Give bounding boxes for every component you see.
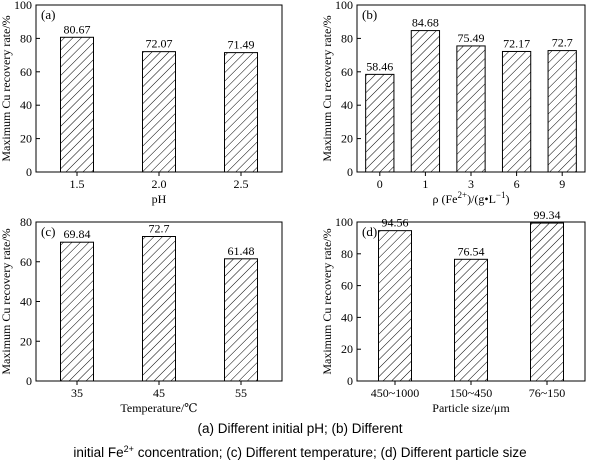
- x-tick-label: 150~450: [450, 386, 493, 400]
- panel-3: (c) 0 20 40 60 80 Maximum Cu recovery rate/% 69…: [0, 215, 283, 415]
- bar-value-label: 84.68: [412, 16, 439, 30]
- x-tick-label: 76~150: [529, 386, 566, 400]
- y-tick-label: 0: [347, 165, 353, 179]
- y-axis-label: Maximum Cu recovery rate/%: [320, 228, 334, 374]
- y-tick-label: 80: [341, 247, 353, 261]
- x-tick-label: 1: [422, 177, 428, 191]
- bar: [378, 230, 412, 382]
- x-tick-label: 1.5: [70, 177, 85, 191]
- bar-value-label: 69.84: [64, 227, 91, 241]
- x-tick-label: 3: [468, 177, 474, 191]
- y-tick-label: 80: [341, 31, 353, 45]
- y-tick-label: 0: [26, 374, 32, 388]
- bar-value-label: 61.48: [228, 244, 255, 258]
- y-tick-label: 60: [341, 279, 353, 293]
- bar-value-label: 72.7: [552, 36, 573, 50]
- x-tick-label: 0: [377, 177, 383, 191]
- x-axis-label: Particle size/μm: [432, 401, 510, 415]
- y-axis-label: Maximum Cu recovery rate/%: [320, 15, 334, 161]
- caption-line-2-prefix: initial Fe: [73, 445, 124, 460]
- bar: [60, 36, 94, 173]
- panel-label: (a): [41, 7, 55, 22]
- x-tick-label: 6: [514, 177, 520, 191]
- x-tick-label: 55: [235, 386, 247, 400]
- bar-value-label: 76.54: [458, 244, 485, 258]
- y-tick-label: 60: [20, 65, 32, 79]
- panel-label: (b): [362, 7, 377, 22]
- x-axis-label: Temperature/℃: [120, 401, 197, 415]
- panel-label: (c): [41, 224, 55, 239]
- x-axis-label: pH: [152, 192, 167, 206]
- x-tick-label: 450~1000: [371, 386, 420, 400]
- bar: [410, 30, 441, 173]
- y-tick-label: 40: [20, 295, 32, 309]
- y-tick-label: 60: [20, 255, 32, 269]
- y-tick-label: 20: [20, 334, 32, 348]
- bar: [456, 45, 486, 173]
- y-tick-label: 100: [14, 0, 32, 12]
- bar: [365, 73, 395, 173]
- bar-value-label: 80.67: [64, 22, 91, 36]
- bar: [501, 50, 532, 173]
- bar: [530, 222, 564, 382]
- panel-label: (d): [362, 224, 377, 239]
- y-tick-label: 20: [20, 132, 32, 146]
- bar-value-label: 71.49: [228, 38, 255, 52]
- y-tick-label: 40: [341, 310, 353, 324]
- bar: [142, 236, 176, 382]
- y-tick-label: 100: [335, 215, 353, 229]
- caption-line-1: (a) Different initial pH; (b) Different: [197, 421, 403, 436]
- x-tick-label: 45: [153, 386, 165, 400]
- bar: [547, 50, 577, 173]
- y-tick-label: 40: [20, 98, 32, 112]
- bar: [224, 52, 258, 173]
- y-tick-label: 40: [341, 98, 353, 112]
- caption-line-2: initial Fe2+ concentration; (c) Differen…: [0, 444, 600, 461]
- y-tick-label: 20: [341, 132, 353, 146]
- y-tick-label: 0: [347, 374, 353, 388]
- y-tick-label: 80: [20, 215, 32, 229]
- bar-value-label: 94.56: [382, 216, 409, 230]
- y-axis-label: Maximum Cu recovery rate/%: [0, 15, 13, 161]
- x-tick-label: 9: [559, 177, 565, 191]
- x-axis-label: ρ (Fe2+)/(g•L−1): [433, 190, 510, 206]
- bar-value-label: 72.07: [146, 37, 173, 51]
- bar: [224, 258, 258, 382]
- y-tick-label: 100: [335, 0, 353, 12]
- bar-value-label: 75.49: [458, 31, 485, 45]
- x-tick-label: 2.0: [152, 177, 167, 191]
- bar: [60, 241, 94, 382]
- y-axis-label: Maximum Cu recovery rate/%: [0, 228, 13, 374]
- bar-value-label: 58.46: [366, 59, 393, 73]
- bar: [454, 258, 488, 382]
- bar-value-label: 72.7: [149, 222, 170, 236]
- y-tick-label: 20: [341, 342, 353, 356]
- x-tick-label: 35: [71, 386, 83, 400]
- bar-value-label: 72.17: [503, 36, 530, 50]
- caption-line-2-suffix: concentration; (c) Different temperature…: [133, 445, 527, 460]
- x-tick-label: 2.5: [234, 177, 249, 191]
- caption-line-2-sup: 2+: [123, 444, 134, 454]
- bar-value-label: 99.34: [534, 208, 561, 222]
- y-tick-label: 0: [26, 165, 32, 179]
- bar: [142, 51, 176, 173]
- y-tick-label: 80: [20, 31, 32, 45]
- y-tick-label: 60: [341, 65, 353, 79]
